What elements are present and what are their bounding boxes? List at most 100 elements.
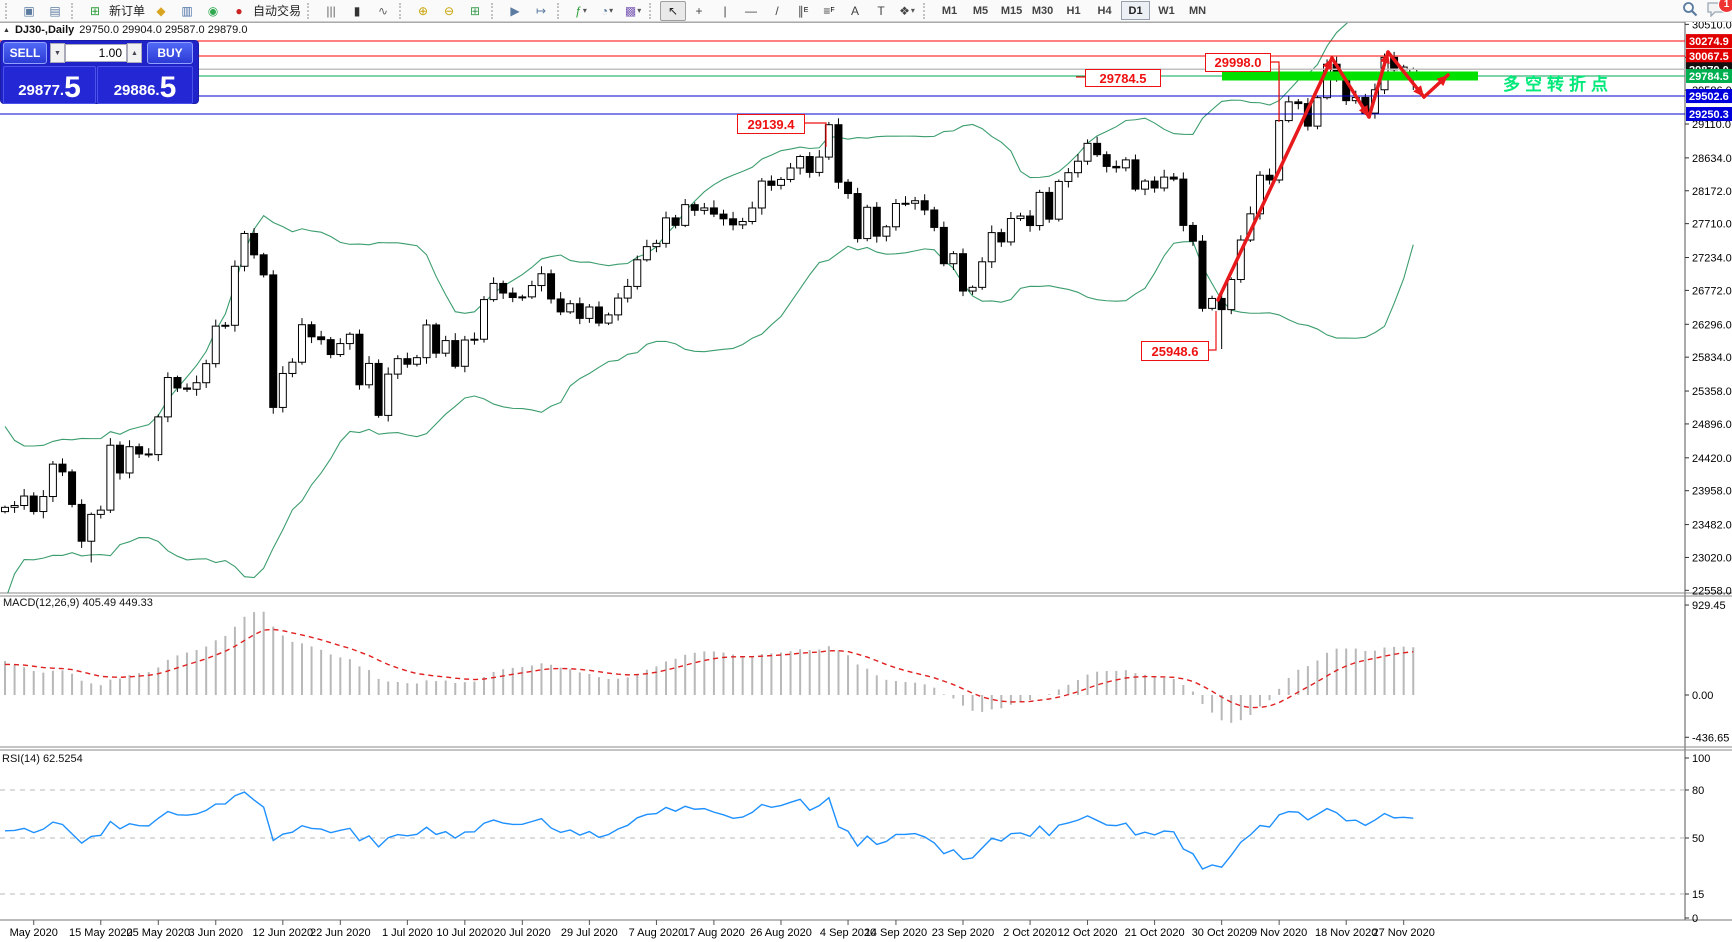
svg-text:1 Jul 2020: 1 Jul 2020 (382, 927, 433, 939)
price-annotation-29998[interactable]: 29998.0 (1205, 53, 1271, 72)
bar-chart-button[interactable]: ||| (318, 1, 344, 21)
vertical-line-button[interactable]: | (712, 1, 738, 21)
text-icon: A (851, 3, 860, 18)
sell-price[interactable]: 29877. 5 (3, 66, 96, 104)
zoom-out-icon: ⊖ (444, 3, 455, 18)
horizontal-line-icon: — (745, 3, 758, 18)
volume-down-button[interactable]: ▼ (50, 43, 65, 63)
svg-text:3 Jun 2020: 3 Jun 2020 (189, 927, 243, 939)
terminal-button[interactable]: ▥ (174, 1, 200, 21)
svg-text:20 Jul 2020: 20 Jul 2020 (494, 927, 551, 939)
timeframe-h1-button[interactable]: H1 (1066, 4, 1081, 17)
svg-text:24896.0: 24896.0 (1692, 419, 1732, 431)
svg-text:23 Sep 2020: 23 Sep 2020 (932, 927, 994, 939)
trend-zigzag-arrows[interactable] (1216, 50, 1450, 302)
sell-button[interactable]: SELL (3, 42, 47, 64)
price-annotation-29139[interactable]: 29139.4 (737, 114, 805, 134)
support-band[interactable] (1222, 71, 1478, 81)
notification-badge: 1 (1718, 0, 1732, 13)
periods-dropdown-icon[interactable]: ▾ (609, 5, 614, 15)
timeframe-m1-button[interactable]: M1 (941, 4, 958, 17)
buy-button[interactable]: BUY (147, 42, 193, 64)
line-chart-button[interactable]: ∿ (370, 1, 396, 21)
buy-price[interactable]: 29886. 5 (97, 66, 193, 104)
timeframe-d1-button[interactable]: D1 (1121, 1, 1151, 20)
text-label-button[interactable]: T (868, 1, 894, 21)
cursor-button[interactable]: ↖ (660, 0, 687, 21)
arrows-dropdown-icon[interactable]: ▾ (910, 5, 915, 15)
svg-text:27234.0: 27234.0 (1692, 253, 1732, 265)
crosshair-button[interactable]: + (686, 1, 712, 21)
new-order-button[interactable]: ⊞ (82, 1, 108, 21)
profiles-button[interactable]: ▤ (42, 1, 68, 21)
trendline-button[interactable]: / (764, 1, 790, 21)
indicators-icon: ƒ (575, 3, 582, 18)
profiles-icon: ▤ (49, 3, 61, 18)
templates-dropdown-icon[interactable]: ▾ (637, 5, 642, 15)
price-annotation-29784[interactable]: 29784.5 (1085, 69, 1161, 87)
text-label-icon: T (877, 3, 885, 18)
buy-price-main: 29886. (113, 82, 160, 99)
buy-price-big: 5 (159, 71, 177, 104)
autotrading-label[interactable]: 自动交易 (253, 4, 302, 18)
metaeditor-button[interactable]: ◆ (148, 1, 174, 21)
zoom-out-button[interactable]: ⊖ (436, 1, 462, 21)
search-button[interactable] (1682, 1, 1698, 17)
horizontal-lines-layer[interactable] (0, 40, 1685, 115)
svg-text:23482.0: 23482.0 (1692, 520, 1732, 532)
annotation-callouts (803, 61, 1280, 351)
equidistant-channel-button[interactable]: ∥ E (790, 1, 816, 21)
macd-panel[interactable] (4, 611, 1415, 723)
text-button[interactable]: A (842, 1, 868, 21)
svg-text:May 2020: May 2020 (10, 927, 58, 939)
tile-windows-button[interactable]: ⊞ (462, 1, 488, 21)
one-click-trade-panel: SELL ▼ 1.00 ▲ BUY 29877. 5 29886. 5 (1, 41, 198, 104)
svg-text:2 Oct 2020: 2 Oct 2020 (1003, 927, 1057, 939)
arrows-icon: ❖ (899, 3, 910, 18)
autotrading-button[interactable]: ● (226, 1, 252, 21)
candlestick-chart-button[interactable]: ▮ (344, 1, 370, 21)
indicators-button[interactable]: ƒ ▾ (568, 1, 594, 21)
toolbar-separator (307, 2, 314, 19)
chart-shift-button[interactable]: ↦ (528, 1, 554, 21)
community-button[interactable]: ◉ (200, 1, 226, 21)
one-click-collapse-icon[interactable]: ▲ (3, 26, 10, 34)
auto-scroll-button[interactable]: ▶ (502, 1, 528, 21)
volume-input[interactable]: 1.00 (65, 44, 127, 62)
arrows-button[interactable]: ❖ ▾ (894, 1, 920, 21)
chat-button[interactable]: 1 (1706, 0, 1732, 18)
periods-button[interactable]: ◔ ▾ (594, 1, 620, 21)
main-chart-panel[interactable] (0, 0, 1685, 601)
rsi-panel[interactable] (0, 789, 1685, 895)
new-chart-button[interactable]: ▣ (16, 1, 42, 21)
symbol-name: DJ30-,Daily (14, 24, 75, 36)
chart-shift-icon: ↦ (536, 3, 547, 18)
toolbar-separator (923, 2, 930, 19)
bollinger-upper-line (4, 23, 1349, 447)
timeframe-m30-button[interactable]: M30 (1031, 4, 1054, 17)
timeframe-h4-button[interactable]: H4 (1097, 4, 1112, 17)
candles-layer (1, 51, 1418, 563)
new-order-icon: ⊞ (89, 3, 101, 18)
zoom-in-button[interactable]: ⊕ (410, 1, 436, 21)
timeframe-m15-button[interactable]: M15 (1000, 4, 1023, 17)
tile-windows-icon: ⊞ (470, 3, 481, 18)
fibonacci-button[interactable]: ≡ F (816, 1, 842, 21)
horizontal-line-button[interactable]: — (738, 1, 764, 21)
timeframe-m5-button[interactable]: M5 (972, 4, 989, 17)
svg-text:25358.0: 25358.0 (1692, 386, 1732, 398)
svg-text:15: 15 (1692, 889, 1704, 901)
price-annotation-25948[interactable]: 25948.6 (1141, 341, 1209, 361)
svg-text:30 Oct 2020: 30 Oct 2020 (1192, 927, 1252, 939)
templates-button[interactable]: ▩ ▾ (620, 1, 646, 21)
timeframe-w1-button[interactable]: W1 (1158, 4, 1175, 17)
new-order-label[interactable]: 新订单 (109, 4, 146, 18)
metaeditor-icon: ◆ (156, 3, 166, 18)
indicators-dropdown-icon[interactable]: ▾ (582, 5, 587, 15)
volume-up-button[interactable]: ▲ (127, 43, 142, 63)
bar-chart-icon: ||| (326, 3, 336, 18)
toolbar-separator (649, 2, 656, 19)
timeframe-mn-button[interactable]: MN (1188, 4, 1207, 17)
